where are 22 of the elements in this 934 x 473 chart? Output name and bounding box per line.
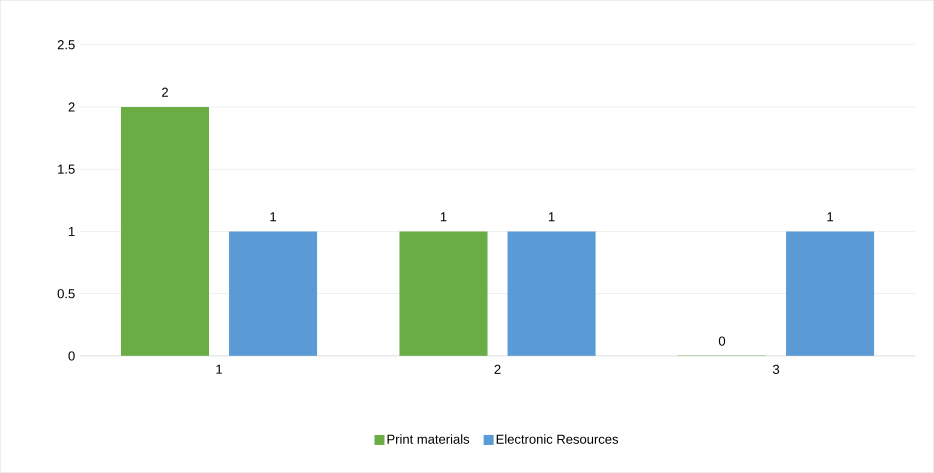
x-tick-label: 3 [772, 364, 780, 374]
data-label: 1 [548, 212, 555, 222]
bar [120, 107, 210, 356]
data-label: 1 [827, 212, 834, 222]
bar [229, 232, 318, 356]
data-label: 1 [440, 212, 446, 222]
data-label: 0 [718, 336, 726, 346]
legend-label: Electronic Resources [496, 434, 618, 444]
x-tick-label: 1 [216, 364, 222, 374]
legend-label: Print materials [388, 434, 470, 444]
bar [786, 232, 874, 356]
y-tick-label: 0 [68, 351, 75, 361]
bar [399, 232, 488, 356]
y-tick-label: 0.5 [58, 289, 75, 298]
x-tick-label: 2 [494, 364, 500, 374]
bar [508, 232, 596, 356]
y-tick-label: 2 [68, 102, 75, 112]
data-label: 1 [270, 212, 276, 222]
y-tick-label: 2.5 [58, 40, 75, 50]
y-tick-label: 1.5 [58, 164, 75, 174]
y-tick-label: 1 [68, 227, 75, 236]
data-label: 2 [162, 88, 168, 97]
